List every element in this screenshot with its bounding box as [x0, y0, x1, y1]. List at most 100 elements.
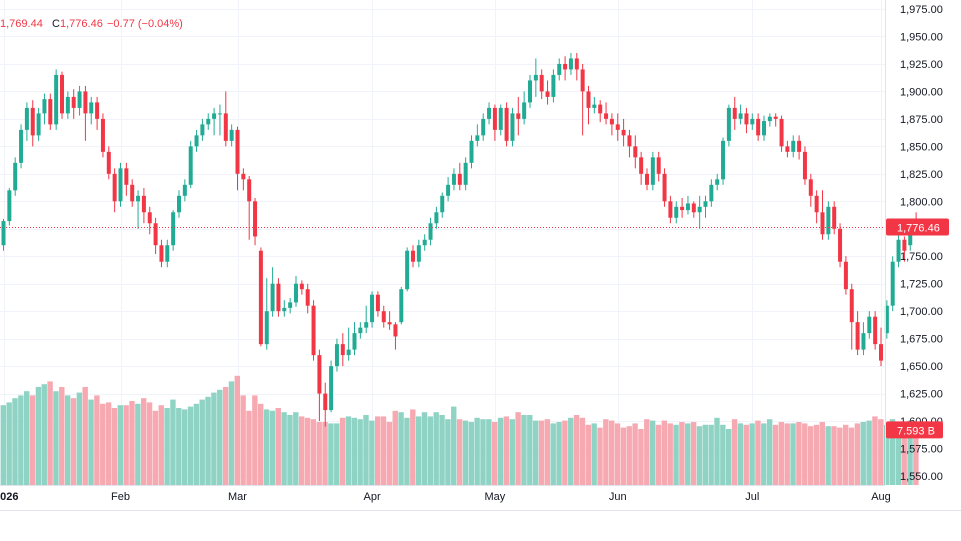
volume-bar — [714, 417, 720, 485]
candle-body — [808, 179, 813, 196]
candle — [498, 104, 503, 136]
candle — [446, 177, 451, 202]
candle — [112, 168, 117, 213]
volume-bar — [854, 423, 861, 485]
candle-body — [112, 173, 117, 202]
candle-body — [36, 113, 41, 136]
volume-bar — [228, 381, 235, 485]
volume-bar — [392, 410, 398, 485]
volume-bar — [258, 403, 264, 485]
candle-body — [481, 118, 486, 136]
volume-bar — [766, 419, 773, 485]
volume-bar — [269, 410, 276, 485]
candle-body — [545, 91, 550, 97]
candle-body — [703, 201, 708, 207]
candle — [159, 239, 164, 268]
candle-body — [557, 63, 562, 75]
candle — [510, 107, 515, 147]
volume-bar — [6, 402, 12, 485]
volume-bar — [322, 422, 328, 485]
candle — [832, 201, 837, 235]
volume-bar — [0, 405, 7, 485]
volume-bar — [415, 416, 422, 485]
volume-bar — [825, 426, 831, 485]
price-axis-label: 1,825.00 — [900, 169, 943, 181]
candle-body — [609, 118, 614, 125]
candle — [685, 195, 690, 215]
candle — [451, 168, 456, 191]
candle — [229, 124, 234, 147]
candle-body — [270, 283, 275, 312]
candle-body — [738, 113, 743, 119]
volume-bar — [609, 420, 615, 485]
candle — [867, 311, 872, 339]
price-axis-label: 1,575.00 — [900, 444, 943, 456]
candle — [715, 173, 720, 191]
candle — [370, 291, 375, 328]
candle-body — [656, 157, 661, 174]
volume-bar — [544, 419, 551, 485]
candle-body — [159, 245, 164, 262]
candle-body — [568, 58, 573, 70]
candle-body — [317, 355, 322, 394]
candle-body — [299, 283, 304, 290]
volume-bar — [88, 399, 94, 485]
candle-body — [504, 107, 509, 141]
volume-bar — [170, 399, 176, 485]
candle-body — [791, 140, 796, 152]
volume-bar — [813, 424, 820, 485]
candle-body — [896, 239, 901, 262]
time-axis-label: Mar — [228, 491, 247, 503]
volume-bar — [866, 420, 872, 485]
volume-bar — [421, 412, 428, 485]
price-axis-label: 1,800.00 — [900, 196, 943, 208]
candle — [861, 322, 866, 356]
time-axis-label: Feb — [111, 491, 130, 503]
volume-bar — [53, 391, 59, 485]
candle — [340, 333, 345, 367]
volume-bar — [456, 419, 463, 485]
candle — [516, 96, 521, 136]
candle — [645, 168, 649, 191]
volume-bar — [737, 423, 744, 485]
candle-body — [130, 184, 135, 202]
candle — [387, 311, 392, 330]
candle — [457, 162, 462, 191]
candle-body — [522, 102, 527, 119]
candle — [551, 69, 556, 103]
candle-body — [217, 113, 222, 115]
candle — [1, 218, 6, 251]
volume-bar — [59, 387, 65, 485]
volume-bar — [661, 420, 668, 485]
candle — [364, 305, 369, 334]
candle-body — [188, 146, 193, 185]
candle-body — [305, 289, 310, 306]
candle — [106, 146, 111, 180]
candle — [346, 327, 351, 361]
candle — [288, 297, 293, 314]
candle — [726, 104, 731, 147]
volume-bar — [889, 419, 896, 485]
volume-bar — [620, 427, 627, 485]
candle-body — [329, 366, 334, 411]
volume-bar — [679, 422, 685, 485]
candle-body — [843, 261, 848, 290]
candle-body — [1, 221, 6, 246]
candle-body — [680, 206, 685, 211]
candle-body — [498, 107, 503, 130]
price-axis-label: 1,875.00 — [900, 114, 943, 126]
candle — [393, 322, 398, 350]
candle-body — [797, 140, 802, 152]
candle-body — [446, 184, 451, 196]
candle-body — [434, 212, 439, 224]
volume-bar — [29, 395, 36, 485]
candle-body — [592, 104, 597, 108]
volume-bar — [784, 423, 790, 485]
candle-body — [288, 302, 293, 308]
volume-bar — [632, 423, 638, 485]
candle — [580, 63, 585, 136]
time-axis[interactable]: 2026 Feb Mar Apr May Jun Jul Aug — [0, 491, 891, 503]
candle-body — [89, 102, 94, 114]
candle-body — [633, 146, 638, 158]
